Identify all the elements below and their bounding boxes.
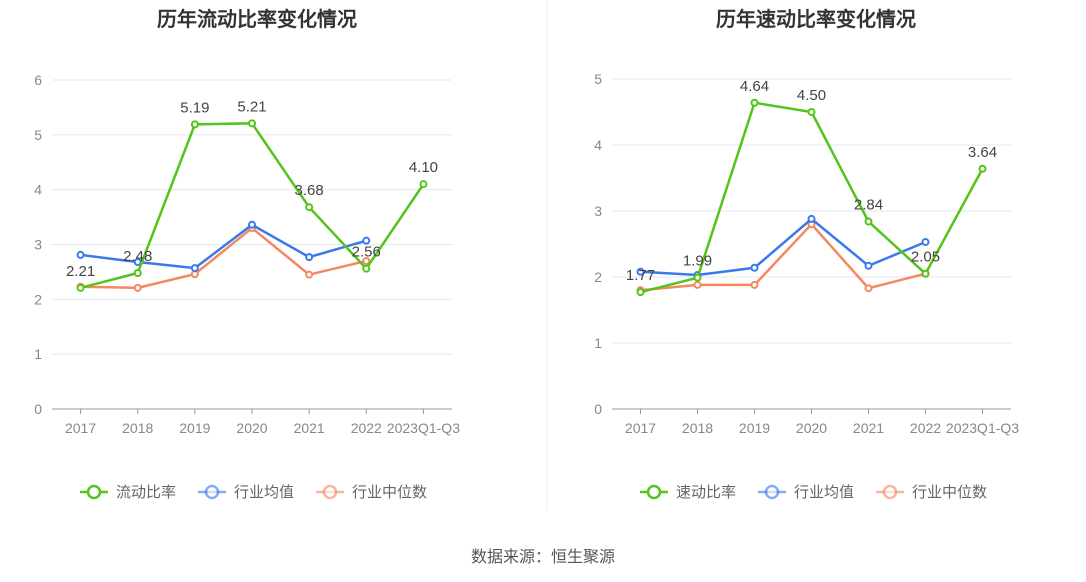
data-label: 2.56 bbox=[352, 244, 381, 261]
y-tick-label: 3 bbox=[594, 203, 602, 219]
data-point-main bbox=[807, 108, 816, 116]
data-point-avg bbox=[750, 263, 759, 272]
y-tick-label: 5 bbox=[594, 71, 602, 87]
data-label: 4.50 bbox=[797, 87, 826, 104]
y-tick-label: 5 bbox=[34, 127, 42, 143]
data-label: 1.99 bbox=[683, 253, 712, 270]
y-tick-label: 4 bbox=[34, 182, 42, 198]
y-tick-label: 0 bbox=[34, 401, 42, 417]
data-point-median bbox=[750, 280, 759, 289]
x-tick-label: 2017 bbox=[625, 420, 656, 436]
data-label: 2.21 bbox=[66, 263, 95, 280]
legend-item-main[interactable]: 流动比率 bbox=[116, 484, 176, 501]
data-point-avg bbox=[362, 236, 371, 245]
x-tick-label: 2023Q1-Q3 bbox=[387, 420, 460, 436]
data-point-main bbox=[362, 264, 371, 273]
legend-marker-median bbox=[882, 484, 898, 500]
x-tick-label: 2019 bbox=[739, 420, 770, 436]
data-point-avg bbox=[76, 250, 85, 259]
x-tick-label: 2022 bbox=[910, 420, 941, 436]
data-point-median bbox=[864, 284, 873, 293]
legend-item-avg[interactable]: 行业均值 bbox=[794, 484, 854, 501]
data-label: 2.48 bbox=[123, 248, 152, 265]
data-point-main bbox=[305, 203, 314, 212]
y-tick-label: 1 bbox=[594, 335, 602, 351]
data-label: 5.19 bbox=[180, 99, 209, 116]
legend-marker-main bbox=[86, 484, 102, 500]
y-tick-label: 6 bbox=[34, 72, 42, 88]
data-point-median bbox=[693, 280, 702, 289]
data-point-main bbox=[76, 283, 85, 292]
data-label: 3.68 bbox=[295, 182, 324, 199]
legend-item-main[interactable]: 速动比率 bbox=[676, 484, 736, 501]
y-tick-label: 2 bbox=[34, 291, 42, 307]
data-point-main bbox=[133, 269, 142, 278]
data-point-main bbox=[190, 120, 199, 129]
data-point-main bbox=[921, 269, 930, 278]
data-point-avg bbox=[807, 214, 816, 223]
x-tick-label: 2020 bbox=[796, 420, 827, 436]
y-tick-label: 4 bbox=[594, 137, 602, 153]
data-point-avg bbox=[921, 238, 930, 247]
data-point-median bbox=[133, 283, 142, 292]
legend-item-median[interactable]: 行业中位数 bbox=[352, 484, 427, 501]
legend-marker-avg bbox=[764, 484, 780, 500]
data-point-main bbox=[636, 288, 645, 297]
data-label: 5.21 bbox=[237, 98, 266, 115]
data-label: 4.64 bbox=[740, 78, 769, 95]
data-point-avg bbox=[190, 264, 199, 273]
data-point-main bbox=[978, 164, 987, 173]
x-tick-label: 2019 bbox=[179, 420, 210, 436]
x-tick-label: 2023Q1-Q3 bbox=[946, 420, 1019, 436]
legend-marker-main bbox=[646, 484, 662, 500]
legend-marker-median bbox=[322, 484, 338, 500]
x-tick-label: 2021 bbox=[294, 420, 325, 436]
data-point-main bbox=[693, 273, 702, 282]
y-tick-label: 2 bbox=[594, 269, 602, 285]
data-point-main bbox=[864, 217, 873, 226]
data-point-avg bbox=[248, 220, 256, 229]
data-point-main bbox=[248, 119, 256, 128]
y-tick-label: 1 bbox=[34, 346, 42, 362]
series-line-avg bbox=[80, 223, 367, 270]
chart-title: 历年速动比率变化情况 bbox=[716, 7, 916, 31]
data-label: 3.64 bbox=[968, 144, 997, 161]
data-point-median bbox=[362, 256, 371, 265]
y-tick-label: 3 bbox=[34, 237, 42, 253]
x-tick-label: 2018 bbox=[682, 420, 713, 436]
data-source: 数据来源：恒生聚源 bbox=[470, 549, 615, 566]
series-line-median bbox=[640, 222, 926, 292]
data-point-main bbox=[419, 180, 428, 189]
data-point-avg bbox=[636, 267, 645, 276]
data-label: 4.10 bbox=[409, 159, 438, 176]
y-tick-label: 0 bbox=[594, 401, 602, 417]
data-point-avg bbox=[305, 253, 314, 262]
legend-item-avg[interactable]: 行业均值 bbox=[234, 484, 294, 501]
x-tick-label: 2018 bbox=[122, 420, 153, 436]
legend-marker-avg bbox=[204, 484, 220, 500]
chart-title: 历年流动比率变化情况 bbox=[157, 7, 357, 31]
legend-item-median[interactable]: 行业中位数 bbox=[912, 484, 987, 501]
data-label: 2.84 bbox=[854, 197, 883, 214]
series-line-median bbox=[80, 226, 367, 290]
series-line-avg bbox=[640, 217, 926, 277]
data-label: 1.77 bbox=[626, 267, 655, 284]
x-tick-label: 2022 bbox=[351, 420, 382, 436]
data-point-avg bbox=[864, 261, 873, 270]
data-label: 2.05 bbox=[911, 249, 940, 266]
x-tick-label: 2021 bbox=[853, 420, 884, 436]
data-point-main bbox=[750, 98, 759, 107]
data-point-median bbox=[305, 270, 314, 279]
x-tick-label: 2017 bbox=[65, 420, 96, 436]
x-tick-label: 2020 bbox=[236, 420, 267, 436]
